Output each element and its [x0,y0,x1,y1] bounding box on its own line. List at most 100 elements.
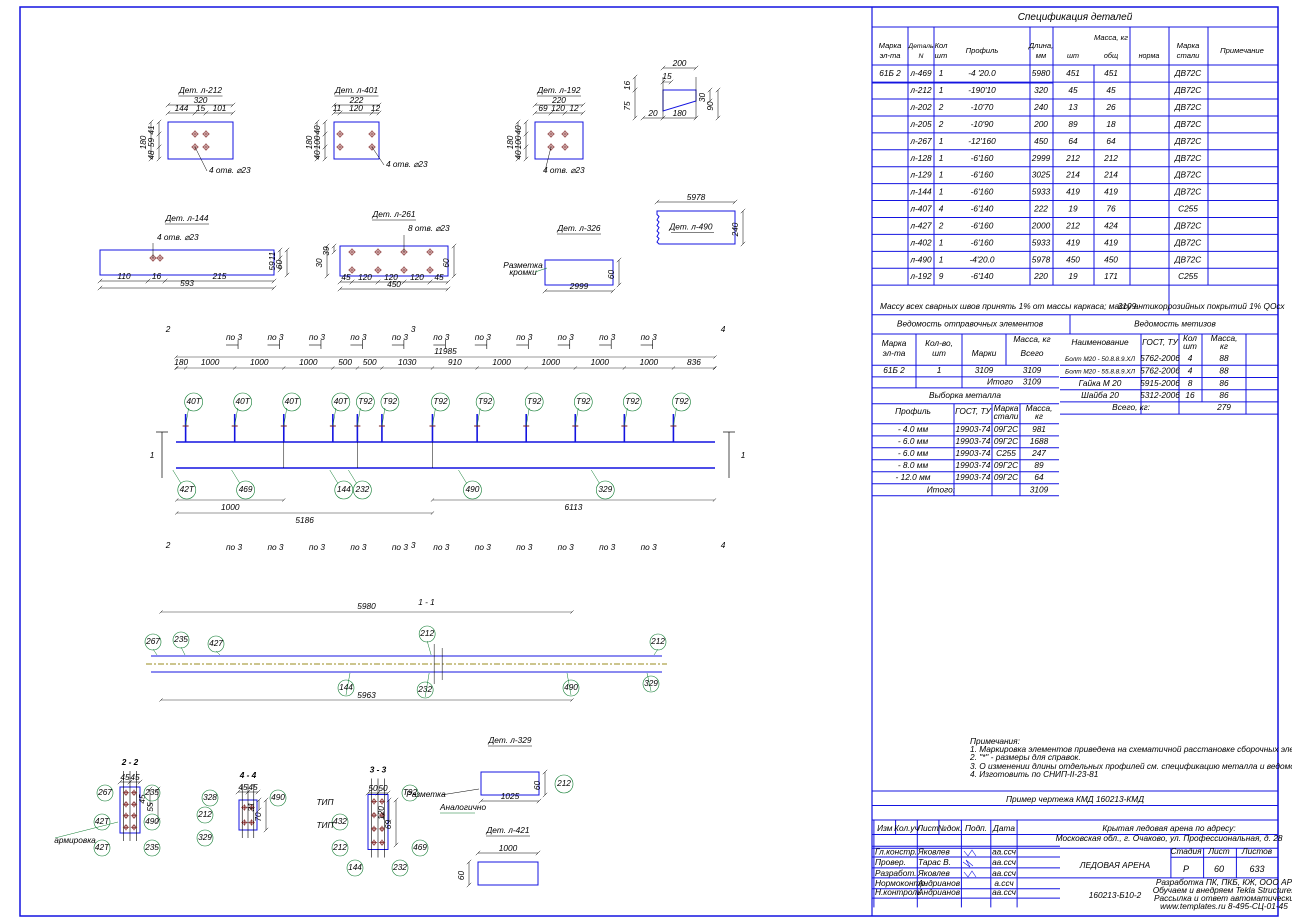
svg-text:Т92: Т92 [383,396,398,406]
svg-text:ТИП: ТИП [316,797,334,807]
svg-text:212: 212 [650,636,665,646]
svg-text:ДВ72С: ДВ72С [1174,102,1203,112]
svg-text:450: 450 [1034,136,1048,146]
svg-text:по 3: по 3 [516,542,532,552]
svg-text:Спецификация деталей: Спецификация деталей [1018,11,1133,23]
svg-text:5963: 5963 [357,690,376,700]
svg-text:аа.ссч: аа.ссч [992,847,1017,857]
svg-text:Пример чертежа КМД 160213-КМД: Пример чертежа КМД 160213-КМД [1006,794,1144,804]
svg-text:Разметка: Разметка [406,789,446,799]
svg-text:212: 212 [197,809,212,819]
svg-text:5762-2006: 5762-2006 [1140,353,1180,363]
svg-text:232: 232 [392,862,407,872]
svg-text:Кол-во,: Кол-во, [925,338,953,348]
svg-text:42Т: 42Т [180,484,195,494]
svg-text:Кол.уч: Кол.уч [894,823,919,833]
svg-text:по 3: по 3 [392,542,408,552]
svg-text:1000: 1000 [221,502,240,512]
svg-text:кг: кг [1220,341,1228,351]
svg-text:5980: 5980 [357,601,376,611]
svg-text:61Б 2: 61Б 2 [879,68,901,78]
svg-text:по 3: по 3 [599,332,615,342]
svg-text:Московская обл., г. Очаково, у: Московская обл., г. Очаково, ул. Професс… [1056,833,1283,843]
svg-text:19903-74: 19903-74 [955,472,990,482]
svg-text:по 3: по 3 [267,542,283,552]
svg-text:450: 450 [1104,254,1118,264]
svg-text:235: 235 [144,842,159,852]
svg-text:Наименование: Наименование [1071,337,1129,347]
svg-text:мм: мм [1036,51,1047,60]
svg-text:89: 89 [1034,460,1044,470]
svg-text:60: 60 [532,781,542,791]
svg-text:Андрианов: Андрианов [917,887,961,897]
svg-text:С255: С255 [1178,204,1198,214]
svg-text:60: 60 [1214,864,1224,874]
svg-text:1 - 1: 1 - 1 [418,597,435,607]
svg-text:120: 120 [358,272,372,282]
svg-text:5933: 5933 [1032,187,1051,197]
svg-text:-6'160: -6'160 [971,237,994,247]
svg-text:981: 981 [1032,424,1046,434]
svg-text:Марка: Марка [882,338,907,348]
svg-text:09Г2С: 09Г2С [994,472,1019,482]
svg-text:-4'20.0: -4'20.0 [969,254,994,264]
svg-text:110: 110 [117,271,131,281]
svg-text:Дет. л-329: Дет. л-329 [487,735,531,745]
svg-text:- 6.0 мм: - 6.0 мм [898,448,929,458]
svg-text:Болт М20 - 50.8.8.9.ХЛ: Болт М20 - 50.8.8.9.ХЛ [1065,356,1136,363]
svg-text:кромки: кромки [509,267,537,277]
svg-text:171: 171 [1104,271,1118,281]
svg-text:аа.ссч: аа.ссч [992,887,1017,897]
svg-text:Дет. л-192: Дет. л-192 [536,85,580,95]
svg-text:120: 120 [376,806,386,820]
svg-text:1000: 1000 [591,357,610,367]
svg-text:8: 8 [1188,378,1193,388]
svg-text:1: 1 [939,237,944,247]
svg-text:Аналогично: Аналогично [439,802,486,812]
svg-text:2999: 2999 [569,281,589,291]
svg-text:1000: 1000 [299,357,318,367]
svg-text:Т92: Т92 [358,396,373,406]
svg-text:31: 31 [246,802,256,811]
svg-text:42Т: 42Т [95,842,110,852]
svg-text:5762-2006: 5762-2006 [1140,366,1180,376]
svg-text:419: 419 [1104,187,1118,197]
svg-text:Длина,: Длина, [1028,41,1053,50]
svg-text:ГОСТ, ТУ: ГОСТ, ТУ [955,406,991,416]
svg-text:аа.ссч: аа.ссч [992,868,1017,878]
svg-text:64: 64 [1034,472,1044,482]
svg-text:200: 200 [672,58,687,68]
svg-text:240: 240 [1033,102,1048,112]
svg-text:кг: кг [1035,411,1043,421]
svg-text:Яковлев: Яковлев [917,868,951,878]
svg-text:л-402: л-402 [909,237,932,247]
svg-text:ЛЕДОВАЯ АРЕНА: ЛЕДОВАЯ АРЕНА [1079,860,1151,870]
svg-text:235: 235 [173,634,188,644]
svg-text:Шайба 20: Шайба 20 [1081,390,1119,400]
svg-text:по 3: по 3 [516,332,532,342]
svg-text:1000: 1000 [250,357,269,367]
svg-text:по 3: по 3 [226,332,242,342]
svg-text:Гайка М 20: Гайка М 20 [1079,378,1122,388]
svg-text:267: 267 [145,636,160,646]
svg-text:по 3: по 3 [475,542,491,552]
svg-text:12: 12 [569,103,579,113]
svg-text:Профиль: Профиль [966,46,999,55]
svg-text:1: 1 [939,136,944,146]
svg-text:09Г2С: 09Г2С [994,436,1019,446]
svg-text:432: 432 [333,816,347,826]
svg-text:2: 2 [165,324,171,334]
svg-text:С255: С255 [1178,271,1198,281]
svg-text:по 3: по 3 [641,542,657,552]
svg-text:60: 60 [274,260,284,270]
svg-text:500: 500 [363,357,377,367]
svg-text:1000: 1000 [201,357,220,367]
svg-text:Итого:: Итого: [927,485,955,495]
svg-text:240: 240 [730,222,740,237]
svg-text:180: 180 [138,135,148,149]
svg-text:-6'160: -6'160 [971,170,994,180]
svg-text:45: 45 [238,782,248,792]
svg-text:1688: 1688 [1030,436,1049,446]
svg-text:247: 247 [1031,448,1046,458]
svg-text:по 3: по 3 [350,332,366,342]
